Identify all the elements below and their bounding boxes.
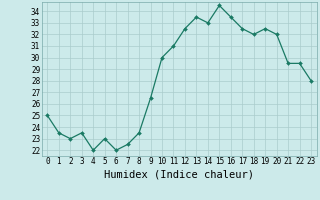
X-axis label: Humidex (Indice chaleur): Humidex (Indice chaleur) <box>104 169 254 179</box>
